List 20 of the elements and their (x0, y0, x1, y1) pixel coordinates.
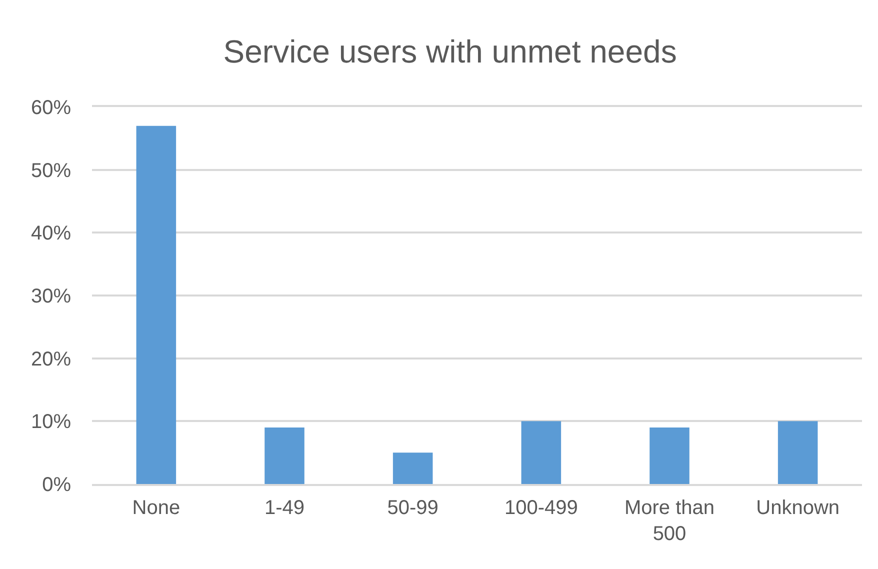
bar (778, 421, 818, 484)
y-tick-label: 0% (42, 474, 72, 496)
y-tick-label: 10% (30, 411, 72, 434)
x-tick-label: 100-499 (504, 496, 578, 519)
y-tick-label: 20% (30, 348, 72, 370)
bar (264, 427, 304, 484)
bar (650, 427, 690, 484)
bar (521, 421, 562, 484)
x-tick-label: 50-99 (387, 496, 438, 519)
x-tick-label: None (132, 496, 180, 519)
y-tick-label: 50% (30, 160, 72, 182)
x-tick-label: Unknown (756, 496, 840, 519)
y-tick-label: 30% (30, 286, 72, 308)
chart-title: Service users with unmet needs (223, 33, 677, 70)
x-tick-label: More than 500 (624, 496, 715, 545)
bar (136, 126, 176, 484)
y-tick-label: 40% (30, 222, 72, 245)
y-tick-label: 60% (30, 97, 72, 119)
bar (392, 452, 433, 484)
x-tick-label: 1-49 (264, 496, 305, 519)
